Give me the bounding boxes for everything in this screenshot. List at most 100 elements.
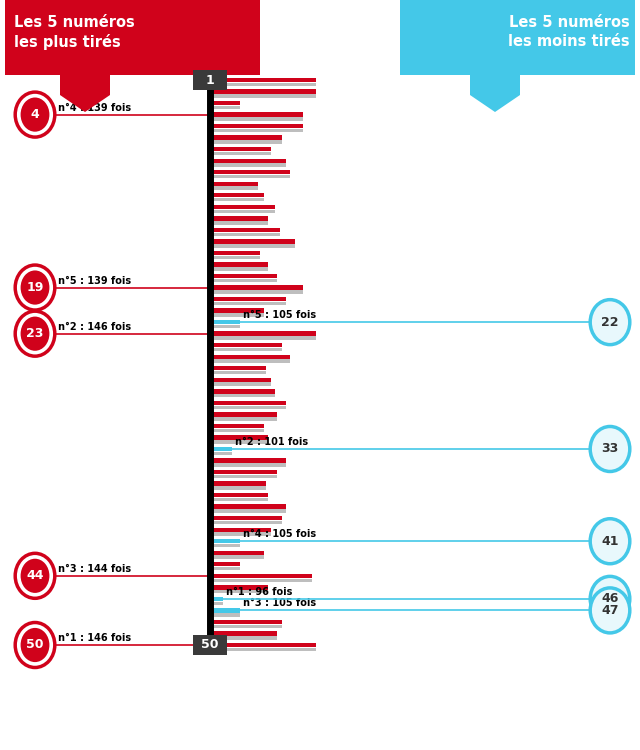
Ellipse shape	[20, 98, 49, 132]
Bar	[212, 182, 259, 186]
Bar	[212, 406, 286, 409]
Bar	[212, 440, 268, 443]
Ellipse shape	[590, 427, 630, 472]
Bar	[212, 279, 276, 282]
Bar	[212, 187, 259, 190]
Bar	[212, 267, 268, 271]
Text: n°4 : 105 fois: n°4 : 105 fois	[243, 530, 316, 539]
Bar	[212, 498, 268, 501]
Bar	[212, 140, 282, 144]
Bar	[212, 574, 312, 578]
Text: n°4 : 139 fois: n°4 : 139 fois	[58, 103, 131, 112]
Bar	[212, 262, 268, 267]
Bar	[212, 648, 316, 651]
Text: 4: 4	[31, 108, 40, 121]
Bar	[212, 332, 316, 336]
Bar	[212, 413, 276, 416]
Bar	[212, 590, 268, 593]
Bar	[212, 285, 303, 290]
Bar	[212, 193, 264, 197]
Ellipse shape	[15, 92, 55, 137]
Bar	[212, 550, 264, 555]
Bar	[212, 452, 232, 455]
Text: n°2 : 101 fois: n°2 : 101 fois	[236, 437, 308, 447]
Bar	[212, 613, 240, 616]
Bar	[212, 527, 271, 532]
Text: 23: 23	[26, 327, 44, 340]
Bar	[212, 232, 280, 236]
Bar	[212, 516, 282, 520]
Bar	[212, 112, 303, 117]
Bar	[212, 636, 276, 640]
Bar	[212, 578, 312, 582]
Bar	[212, 382, 271, 386]
Bar	[212, 585, 268, 590]
Text: Les 5 numéros
les plus tirés: Les 5 numéros les plus tirés	[14, 15, 135, 50]
FancyBboxPatch shape	[400, 0, 635, 75]
Ellipse shape	[590, 519, 630, 564]
Bar	[212, 602, 223, 605]
Bar	[212, 532, 271, 536]
Bar	[212, 244, 295, 248]
Bar	[212, 164, 286, 166]
Bar	[212, 175, 290, 178]
Bar	[212, 567, 240, 571]
Text: n°3 : 144 fois: n°3 : 144 fois	[58, 564, 131, 574]
Text: 41: 41	[601, 535, 619, 548]
Bar	[212, 632, 276, 636]
Bar	[212, 320, 240, 324]
Bar	[212, 221, 268, 224]
Ellipse shape	[15, 554, 55, 598]
Bar	[212, 424, 264, 428]
Ellipse shape	[15, 265, 55, 310]
Bar	[212, 355, 290, 359]
Bar	[212, 89, 316, 94]
FancyBboxPatch shape	[193, 70, 227, 90]
FancyBboxPatch shape	[193, 635, 227, 655]
Bar	[212, 394, 275, 398]
Bar	[212, 435, 268, 439]
Bar	[212, 556, 264, 559]
Polygon shape	[60, 75, 110, 112]
Bar	[212, 158, 286, 163]
Bar	[212, 290, 303, 294]
Bar	[212, 348, 282, 351]
Bar	[212, 625, 282, 628]
Bar	[212, 475, 276, 478]
Bar	[212, 544, 240, 548]
Ellipse shape	[15, 311, 55, 356]
Bar	[212, 78, 316, 82]
Bar	[212, 620, 282, 624]
Text: 50: 50	[201, 638, 219, 652]
Bar	[212, 209, 275, 213]
Bar	[212, 562, 240, 566]
Bar	[212, 486, 266, 490]
Text: 50: 50	[26, 638, 44, 652]
Bar	[212, 94, 316, 98]
Text: Les 5 numéros
les moins tirés: Les 5 numéros les moins tirés	[508, 15, 630, 49]
Text: 22: 22	[601, 316, 619, 328]
Text: 46: 46	[602, 592, 619, 605]
Text: n°2 : 146 fois: n°2 : 146 fois	[58, 322, 131, 332]
Bar	[212, 124, 303, 128]
Bar	[212, 100, 240, 105]
Bar	[212, 400, 286, 405]
Ellipse shape	[590, 577, 630, 622]
Bar	[212, 129, 303, 132]
Text: 1: 1	[205, 74, 214, 86]
Text: n°3 : 105 fois: n°3 : 105 fois	[243, 598, 316, 608]
Bar	[212, 152, 271, 155]
Bar	[212, 366, 266, 370]
Bar	[212, 643, 316, 647]
Bar	[212, 274, 276, 278]
Text: 33: 33	[602, 442, 619, 455]
Bar	[212, 520, 282, 524]
Bar	[212, 308, 264, 313]
Bar	[212, 198, 264, 202]
Bar	[212, 297, 286, 302]
Bar	[212, 428, 264, 432]
Bar	[212, 117, 303, 121]
Bar	[212, 170, 290, 175]
Bar	[212, 539, 240, 544]
Text: 47: 47	[601, 604, 619, 617]
